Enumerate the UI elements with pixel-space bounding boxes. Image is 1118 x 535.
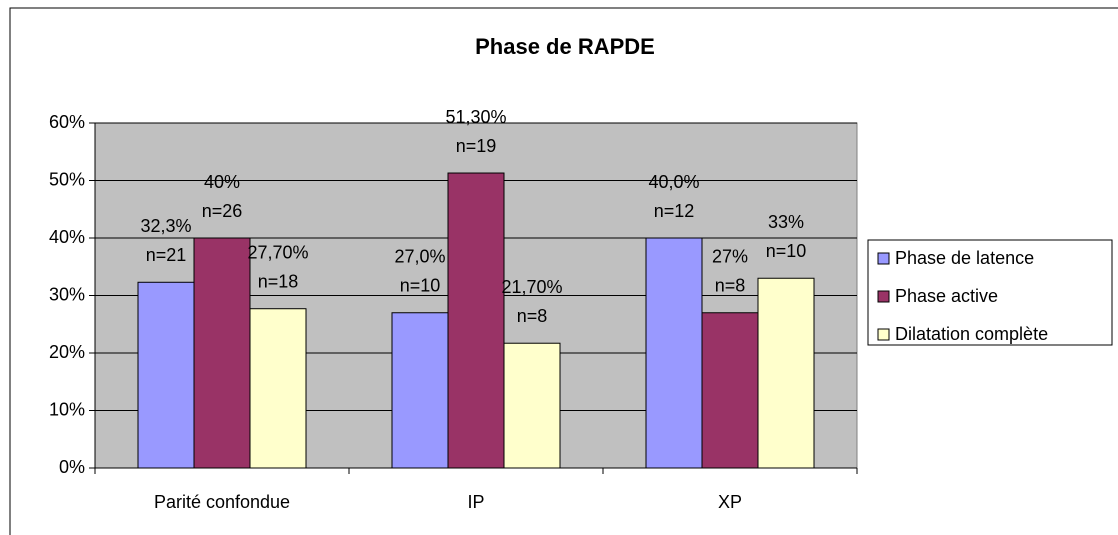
- x-tick-label: Parité confondue: [154, 492, 290, 512]
- count-label: n=21: [146, 245, 187, 265]
- count-label: n=8: [517, 306, 548, 326]
- y-tick-label: 60%: [49, 112, 85, 132]
- count-label: n=10: [766, 241, 807, 261]
- bar: [193, 237, 251, 469]
- count-label: n=10: [400, 276, 441, 296]
- legend-swatch: [877, 328, 890, 341]
- data-label: 51,30%: [445, 107, 506, 127]
- bar: [503, 342, 561, 469]
- y-tick-label: 30%: [49, 284, 85, 304]
- y-tick-label: 50%: [49, 169, 85, 189]
- data-label: 27,70%: [247, 242, 308, 262]
- y-tick-label: 10%: [49, 399, 85, 419]
- legend-swatch: [877, 290, 890, 303]
- legend-swatch: [877, 252, 890, 265]
- y-tick-label: 20%: [49, 342, 85, 362]
- count-label: n=19: [456, 136, 497, 156]
- x-tick-label: IP: [467, 492, 484, 512]
- data-label: 21,70%: [501, 277, 562, 297]
- count-label: n=26: [202, 201, 243, 221]
- y-tick-label: 40%: [49, 227, 85, 247]
- chart-title: Phase de RAPDE: [475, 34, 655, 59]
- count-label: n=18: [258, 271, 299, 291]
- data-label: 40,0%: [648, 172, 699, 192]
- data-label: 27%: [712, 247, 748, 267]
- bar: [447, 172, 505, 469]
- bar: [391, 312, 449, 469]
- x-tick-label: XP: [718, 492, 742, 512]
- bar: [249, 308, 307, 469]
- bar: [137, 281, 195, 469]
- data-label: 32,3%: [140, 216, 191, 236]
- legend: [867, 239, 1113, 346]
- legend-label: Dilatation complète: [895, 324, 1048, 344]
- count-label: n=8: [715, 276, 746, 296]
- count-label: n=12: [654, 201, 695, 221]
- bar: [645, 237, 703, 469]
- legend-label: Phase active: [895, 286, 998, 306]
- data-label: 27,0%: [394, 247, 445, 267]
- legend-label: Phase de latence: [895, 248, 1034, 268]
- bar: [757, 277, 815, 469]
- bar: [701, 312, 759, 469]
- data-label: 33%: [768, 212, 804, 232]
- y-tick-label: 0%: [59, 457, 85, 477]
- data-label: 40%: [204, 172, 240, 192]
